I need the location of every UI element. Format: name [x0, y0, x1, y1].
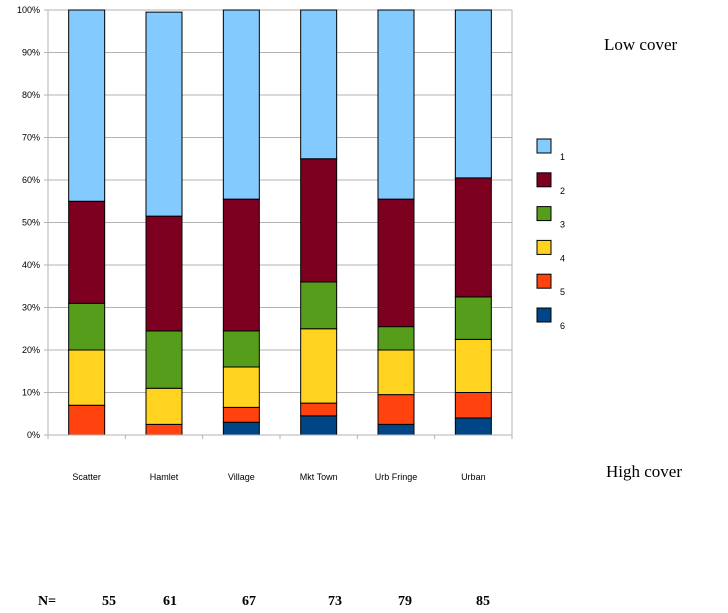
y-tick-label: 70%	[22, 133, 40, 143]
bar-segment	[454, 392, 492, 419]
n-value: 79	[398, 594, 412, 609]
y-tick-label: 90%	[22, 48, 40, 58]
bar-segment	[377, 198, 415, 328]
bar-segment	[300, 402, 338, 417]
bar-segment	[300, 328, 338, 404]
bar-segment	[68, 404, 106, 436]
y-tick-label: 20%	[22, 345, 40, 355]
bar-segment	[222, 9, 260, 200]
bar-segment	[377, 394, 415, 425]
bar-segment	[377, 423, 415, 436]
legend-label: 5	[560, 287, 565, 297]
axes: 0% 10% 20% 30% 40% 50% 60% 70% 80% 90% 100% Scatter…	[17, 5, 513, 482]
category-label: Urb Fringe	[375, 472, 418, 482]
category-label: Urban	[461, 472, 486, 482]
bar-segment	[68, 302, 106, 351]
y-tick-label: 40%	[22, 260, 40, 270]
bar-segment	[454, 417, 492, 436]
bar-segment	[145, 387, 183, 425]
bar-segment	[222, 198, 260, 332]
bar-segment	[300, 415, 338, 436]
bar-segment	[377, 349, 415, 396]
bar-segment	[300, 9, 338, 160]
n-value: 73	[328, 594, 342, 609]
category-label: Village	[228, 472, 255, 482]
bar-segment	[454, 338, 492, 393]
n-value: 61	[163, 594, 177, 609]
y-tick-label: 80%	[22, 90, 40, 100]
legend-swatch	[536, 239, 552, 255]
y-tick-label: 30%	[22, 303, 40, 313]
bar-segment	[454, 296, 492, 340]
bar-segment	[68, 349, 106, 406]
n-value: 85	[476, 594, 490, 609]
n-value: 55	[102, 594, 116, 609]
legend-label: 6	[560, 321, 565, 331]
high-cover-label: High cover	[606, 462, 683, 481]
legend-swatch	[536, 206, 552, 222]
bar-segment	[377, 326, 415, 351]
bar-segment	[222, 330, 260, 368]
legend-swatch	[536, 172, 552, 188]
bar-segment	[300, 158, 338, 283]
category-label: Scatter	[72, 472, 101, 482]
bar-segment	[300, 281, 338, 330]
bar-segment	[145, 330, 183, 389]
bar-segment	[222, 421, 260, 436]
legend-label: 4	[560, 253, 565, 263]
bar-segment	[222, 366, 260, 408]
bar-segment	[454, 177, 492, 298]
legend-label: 2	[560, 186, 565, 196]
grid-lines	[48, 9, 512, 436]
bar-segment	[145, 215, 183, 332]
category-label: Mkt Town	[300, 472, 338, 482]
legend-swatch	[536, 307, 552, 323]
bar-segment	[145, 11, 183, 217]
y-tick-label: 60%	[22, 175, 40, 185]
n-row-label: N=	[38, 594, 57, 609]
bars	[68, 9, 492, 436]
y-tick-label: 50%	[22, 218, 40, 228]
bar-segment	[68, 200, 106, 304]
legend-swatch	[536, 273, 552, 289]
bar-segment	[145, 423, 183, 436]
y-tick-label: 10%	[22, 388, 40, 398]
bar-segment	[377, 9, 415, 200]
bar-segment	[454, 9, 492, 179]
legend-swatch	[536, 138, 552, 154]
low-cover-label: Low cover	[604, 35, 678, 54]
y-tick-label: 100%	[17, 5, 40, 15]
y-tick-label: 0%	[27, 430, 40, 440]
legend-label: 3	[560, 220, 565, 230]
bar-segment	[68, 9, 106, 202]
bar-segment	[222, 406, 260, 423]
category-label: Hamlet	[150, 472, 179, 482]
n-value: 67	[242, 594, 256, 609]
legend: 1 2 3 4 5 6	[536, 138, 565, 331]
legend-label: 1	[560, 152, 565, 162]
